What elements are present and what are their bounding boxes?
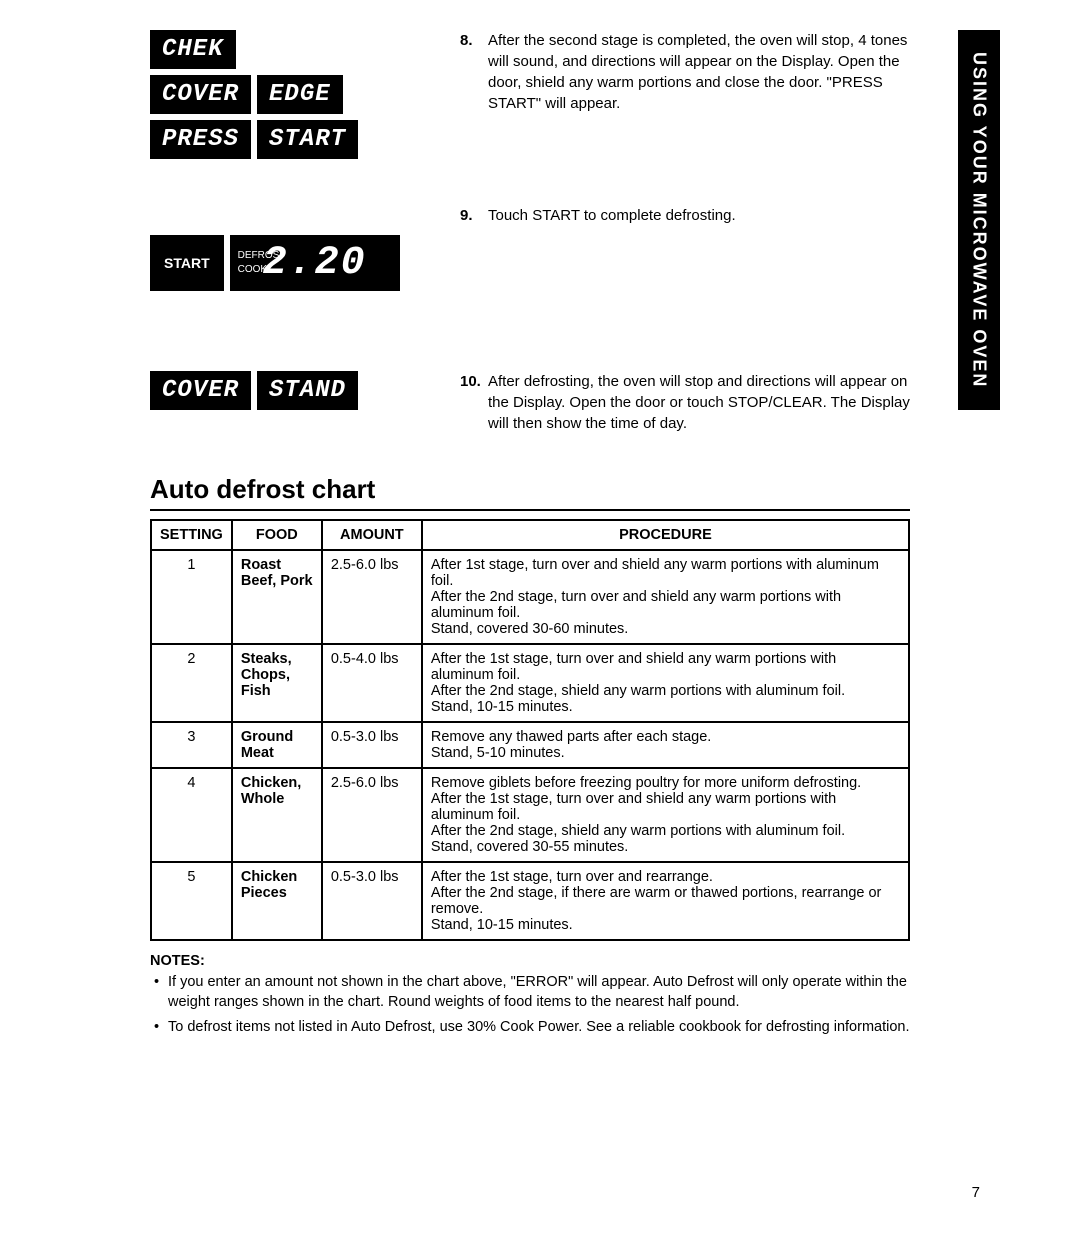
step-9-number: 9. — [460, 205, 482, 226]
cell-procedure: Remove any thawed parts after each stage… — [422, 722, 909, 768]
cell-setting: 4 — [151, 768, 232, 862]
cell-setting: 2 — [151, 644, 232, 722]
table-row: 4Chicken, Whole2.5-6.0 lbsRemove giblets… — [151, 768, 909, 862]
table-row: 3Ground Meat0.5-3.0 lbsRemove any thawed… — [151, 722, 909, 768]
col-amount: AMOUNT — [322, 520, 422, 550]
lcd-stand: STAND — [257, 371, 358, 410]
chart-header-row: SETTING FOOD AMOUNT PROCEDURE — [151, 520, 909, 550]
lcd-press: PRESS — [150, 120, 251, 159]
cell-procedure: Remove giblets before freezing poultry f… — [422, 768, 909, 862]
col-setting: SETTING — [151, 520, 232, 550]
start-button-graphic: START — [150, 235, 224, 291]
step-8-number: 8. — [460, 30, 482, 114]
step-10-text: 10. After defrosting, the oven will stop… — [460, 371, 910, 434]
defrost-chart: SETTING FOOD AMOUNT PROCEDURE 1Roast Bee… — [150, 519, 910, 941]
step-8-body: After the second stage is completed, the… — [488, 30, 910, 114]
col-procedure: PROCEDURE — [422, 520, 909, 550]
step-10-row: COVER STAND 10. After defrosting, the ov… — [150, 371, 910, 434]
cell-food: Chicken, Whole — [232, 768, 322, 862]
display-mini-labels: DEFROST COOK — [238, 249, 286, 277]
step-8-displays: CHEK COVER EDGE PRESS START — [150, 30, 430, 165]
mini-defrost: DEFROST — [238, 249, 286, 263]
cell-procedure: After the 1st stage, turn over and shiel… — [422, 644, 909, 722]
big-display: DEFROST COOK 2.20 — [230, 235, 400, 291]
lcd-edge: EDGE — [257, 75, 343, 114]
cell-food: Ground Meat — [232, 722, 322, 768]
cell-setting: 5 — [151, 862, 232, 940]
page-number: 7 — [972, 1184, 980, 1201]
note-item: If you enter an amount not shown in the … — [154, 973, 910, 1012]
cell-food: Roast Beef, Pork — [232, 550, 322, 644]
step-8-row: CHEK COVER EDGE PRESS START 8. After the… — [150, 30, 910, 165]
step-9-row: START DEFROST COOK 2.20 9. Touch START t… — [150, 205, 910, 331]
page-content: CHEK COVER EDGE PRESS START 8. After the… — [150, 30, 910, 1038]
mini-cook: COOK — [238, 263, 286, 277]
cell-amount: 2.5-6.0 lbs — [322, 550, 422, 644]
notes-section: NOTES: If you enter an amount not shown … — [150, 953, 910, 1038]
lcd-start: START — [257, 120, 358, 159]
cell-procedure: After 1st stage, turn over and shield an… — [422, 550, 909, 644]
step-9-displays: START DEFROST COOK 2.20 — [150, 205, 430, 331]
cell-amount: 0.5-3.0 lbs — [322, 862, 422, 940]
lcd-chek: CHEK — [150, 30, 236, 69]
lcd-cover-2: COVER — [150, 371, 251, 410]
table-row: 2Steaks, Chops, Fish0.5-4.0 lbsAfter the… — [151, 644, 909, 722]
table-row: 5Chicken Pieces0.5-3.0 lbsAfter the 1st … — [151, 862, 909, 940]
cell-setting: 1 — [151, 550, 232, 644]
step-10-body: After defrosting, the oven will stop and… — [488, 371, 910, 434]
step-10-displays: COVER STAND — [150, 371, 430, 416]
side-tab: USING YOUR MICROWAVE OVEN — [958, 30, 1000, 410]
step-9-text: 9. Touch START to complete defrosting. — [460, 205, 910, 226]
note-item: To defrost items not listed in Auto Defr… — [154, 1018, 910, 1038]
step-9-body: Touch START to complete defrosting. — [488, 205, 736, 226]
col-food: FOOD — [232, 520, 322, 550]
notes-list: If you enter an amount not shown in the … — [150, 973, 910, 1038]
table-row: 1Roast Beef, Pork2.5-6.0 lbsAfter 1st st… — [151, 550, 909, 644]
cell-food: Steaks, Chops, Fish — [232, 644, 322, 722]
cell-amount: 0.5-4.0 lbs — [322, 644, 422, 722]
step-8-text: 8. After the second stage is completed, … — [460, 30, 910, 114]
step-10-number: 10. — [460, 371, 482, 434]
cell-food: Chicken Pieces — [232, 862, 322, 940]
cell-procedure: After the 1st stage, turn over and rearr… — [422, 862, 909, 940]
cell-setting: 3 — [151, 722, 232, 768]
cell-amount: 2.5-6.0 lbs — [322, 768, 422, 862]
lcd-cover: COVER — [150, 75, 251, 114]
notes-title: NOTES: — [150, 953, 910, 969]
chart-title: Auto defrost chart — [150, 474, 910, 511]
cell-amount: 0.5-3.0 lbs — [322, 722, 422, 768]
